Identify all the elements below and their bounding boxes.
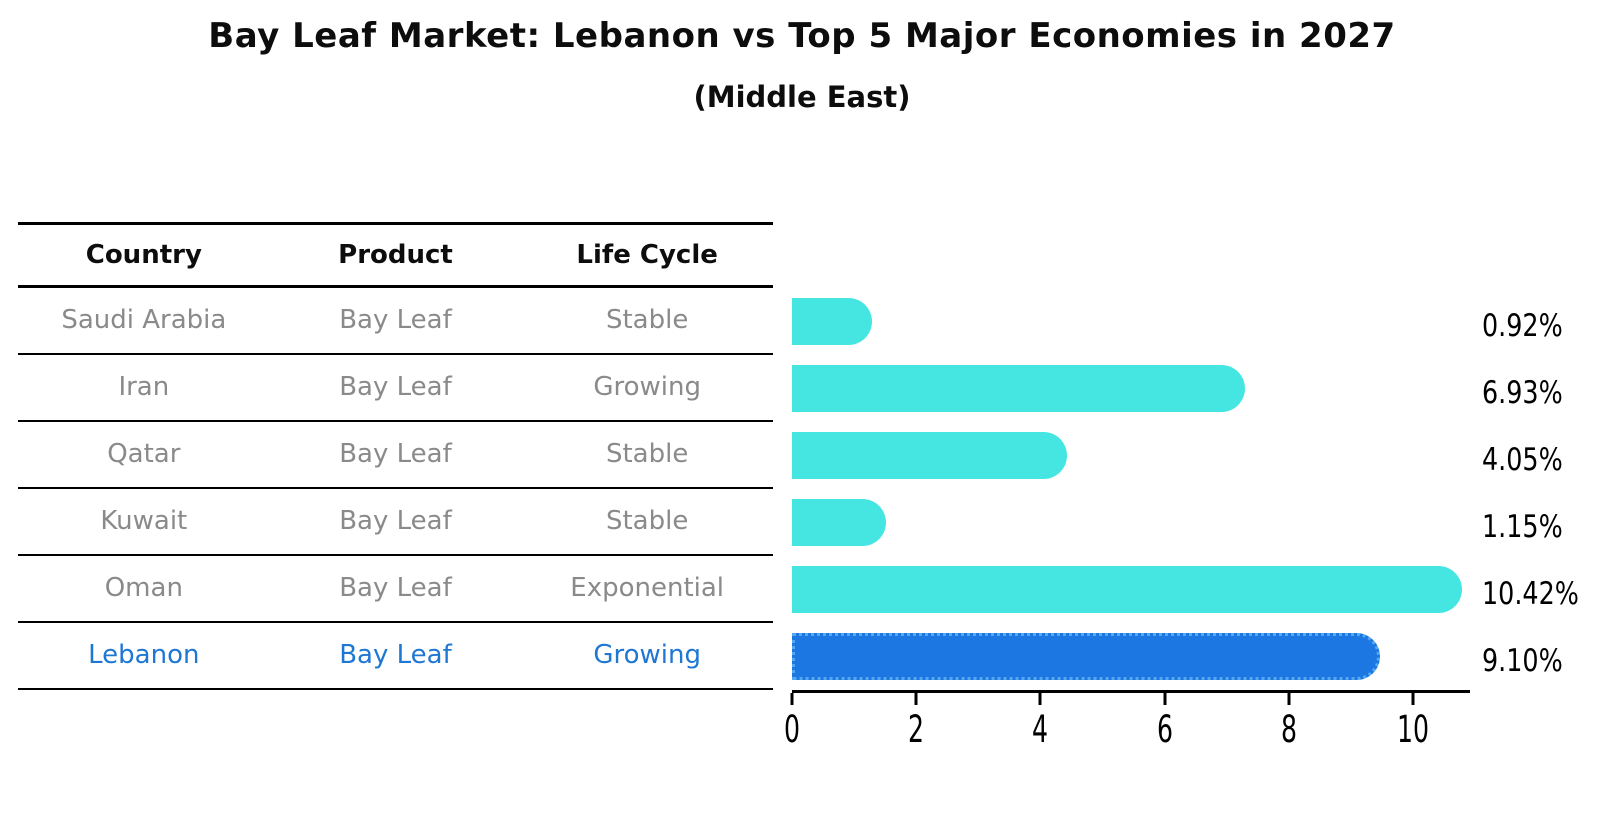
tick-label: 8 [1280,707,1297,751]
table-row-saudi-arabia: Saudi Arabia Bay Leaf Stable [18,288,773,355]
cell-country: Kuwait [100,506,188,536]
table-row-iran: Iran Bay Leaf Growing [18,355,773,422]
tick-label: 2 [908,707,925,751]
cell-life-cycle: Growing [593,640,701,670]
bar-qatar [792,431,1067,479]
bar-value-label: 4.05% [1482,441,1563,478]
tick-label: 10 [1396,707,1430,751]
bar-saudi-arabia [792,297,873,345]
bar-oman [792,565,1463,613]
chart-subtitle: (Middle East) [693,80,911,114]
x-axis: 0 2 4 6 8 10 [784,689,1470,751]
tick-mark [1163,692,1167,705]
cell-product: Bay Leaf [339,640,452,670]
bar-row: 10.42% [792,556,1604,623]
bar-chart: 0.92% 6.93% 4.05% 1.15% 10.42% 9.10% 0 2… [784,222,1604,751]
bar-value-label: 10.42% [1482,575,1579,612]
cell-product: Bay Leaf [339,506,452,536]
bar-lebanon [792,632,1381,680]
bar-row: 9.10% [792,623,1604,690]
cell-country: Qatar [107,439,181,469]
chart-title: Bay Leaf Market: Lebanon vs Top 5 Major … [208,16,1396,56]
bar-row: 4.05% [792,422,1604,489]
table-header-row: Country Product Life Cycle [18,225,773,288]
cell-life-cycle: Stable [605,439,689,469]
cell-product: Bay Leaf [339,372,452,402]
bar-row: 0.92% [792,288,1604,355]
bar-row: 1.15% [792,489,1604,556]
cell-country: Lebanon [88,640,200,670]
tick-mark [790,692,794,705]
chart-header-spacer [792,222,1604,288]
cell-life-cycle: Stable [605,305,689,335]
column-header-product: Product [338,239,453,270]
table-row-qatar: Qatar Bay Leaf Stable [18,422,773,489]
cell-product: Bay Leaf [339,305,452,335]
tick-mark [1411,692,1415,705]
tick-mark [914,692,918,705]
bar-value-label: 6.93% [1482,374,1563,411]
cell-life-cycle: Stable [605,506,689,536]
cell-product: Bay Leaf [339,573,452,603]
table-row-lebanon: Lebanon Bay Leaf Growing [18,623,773,690]
table-row-oman: Oman Bay Leaf Exponential [18,556,773,623]
table-row-kuwait: Kuwait Bay Leaf Stable [18,489,773,556]
tick-label: 0 [783,707,801,751]
column-header-life-cycle: Life Cycle [576,239,718,270]
bar-row: 6.93% [792,355,1604,422]
bar-value-label: 1.15% [1482,508,1563,545]
tick-mark [1038,692,1042,705]
cell-product: Bay Leaf [339,439,452,469]
bar-iran [792,364,1246,412]
bar-value-label: 0.92% [1482,307,1563,344]
cell-life-cycle: Growing [593,372,701,402]
cell-country: Iran [118,372,170,402]
bar-kuwait [792,498,887,546]
cell-country: Saudi Arabia [61,305,227,335]
tick-label: 6 [1156,707,1173,751]
market-table: Country Product Life Cycle Saudi Arabia … [18,222,773,690]
tick-mark [1287,692,1291,705]
column-header-country: Country [85,239,202,270]
bar-value-label: 9.10% [1482,642,1563,679]
tick-label: 4 [1032,707,1049,751]
cell-life-cycle: Exponential [570,573,725,603]
cell-country: Oman [104,573,183,603]
